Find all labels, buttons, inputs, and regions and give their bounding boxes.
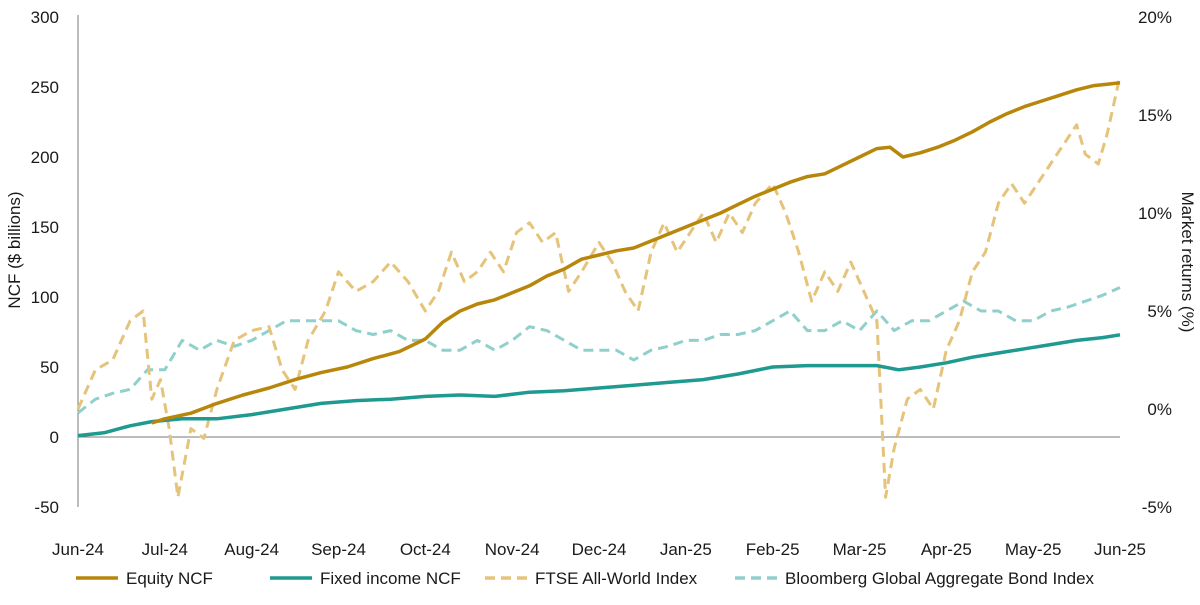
series-line-bloomberg-global-aggregate-bond-index <box>77 286 1121 415</box>
legend-label: Fixed income NCF <box>320 569 461 588</box>
y-tick-label-left: 150 <box>31 218 59 237</box>
x-tick-label: Mar-25 <box>833 540 887 559</box>
legend: Equity NCF Fixed income NCF FTSE All-World… <box>76 569 1095 588</box>
y-tick-label-left: -50 <box>34 498 59 517</box>
x-tick-label: Nov-24 <box>485 540 540 559</box>
series-line-ftse-all-world-index <box>76 75 1122 499</box>
x-tick-label: Sep-24 <box>311 540 366 559</box>
legend-label: Equity NCF <box>126 569 213 588</box>
y-tick-label-left: 50 <box>40 358 59 377</box>
series-line-fixed-income-ncf <box>77 333 1121 438</box>
y-tick-label-left: 100 <box>31 288 59 307</box>
y-tick-label-left: 200 <box>31 148 59 167</box>
y-tick-label-left: 250 <box>31 78 59 97</box>
series-line-equity-ncf <box>151 81 1121 425</box>
x-tick-label: May-25 <box>1005 540 1062 559</box>
y-tick-label-left: 0 <box>50 428 59 447</box>
x-tick-label: Aug-24 <box>224 540 279 559</box>
x-tick-label: Apr-25 <box>921 540 972 559</box>
y-tick-label-right: 15% <box>1138 106 1172 125</box>
legend-label: FTSE All-World Index <box>535 569 698 588</box>
y-tick-label-right: 20% <box>1138 8 1172 27</box>
y-axis-title-left: NCF ($ billions) <box>5 191 24 308</box>
x-tick-label: Dec-24 <box>572 540 627 559</box>
x-tick-label: Jul-24 <box>142 540 188 559</box>
y-tick-label-right: -5% <box>1142 498 1172 517</box>
y-axis-title-right: Market returns (%) <box>1178 192 1197 333</box>
legend-label: Bloomberg Global Aggregate Bond Index <box>785 569 1095 588</box>
x-tick-label: Feb-25 <box>746 540 800 559</box>
x-tick-label: Jan-25 <box>660 540 712 559</box>
x-tick-label: Jun-24 <box>52 540 104 559</box>
y-tick-label-left: 300 <box>31 8 59 27</box>
y-tick-label-right: 5% <box>1147 302 1172 321</box>
x-tick-label: Oct-24 <box>400 540 451 559</box>
x-tick-label: Jun-25 <box>1094 540 1146 559</box>
y-tick-label-right: 10% <box>1138 204 1172 223</box>
y-tick-label-right: 0% <box>1147 400 1172 419</box>
